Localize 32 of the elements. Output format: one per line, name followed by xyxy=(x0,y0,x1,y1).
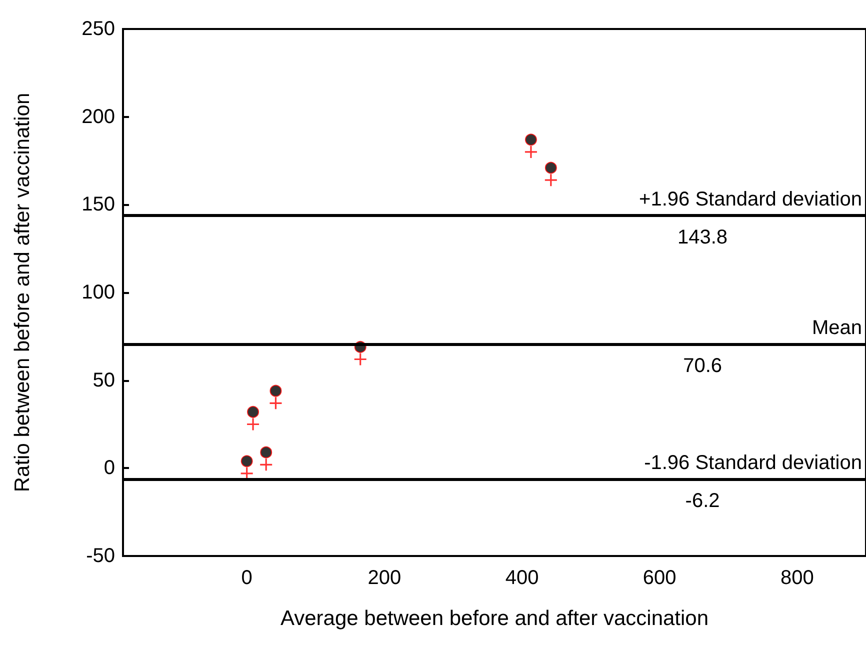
point xyxy=(270,384,282,397)
point xyxy=(247,406,260,418)
y-tick-label: 200 xyxy=(82,106,115,128)
x-tick-label: 800 xyxy=(780,567,814,589)
point xyxy=(259,458,273,472)
point xyxy=(544,162,557,174)
point xyxy=(260,446,272,458)
x-axis-title: Average between before and after vaccination xyxy=(280,607,709,630)
ref-line-label: Mean xyxy=(812,317,862,340)
y-tick-label: 250 xyxy=(82,18,115,40)
point xyxy=(524,134,537,146)
point xyxy=(354,352,368,366)
point xyxy=(544,173,558,187)
ref-line-label: +1.96 Standard deviation xyxy=(639,188,862,211)
x-tick-label: 200 xyxy=(368,567,402,589)
point xyxy=(268,396,283,410)
point xyxy=(240,455,253,468)
annotation: -6.2 xyxy=(685,490,720,512)
y-tick-label: 150 xyxy=(82,194,115,216)
ref-line-label: -1.96 Standard deviation xyxy=(644,452,862,474)
annotation: 70.6 xyxy=(683,355,722,378)
y-axis-title: Ratio between before and after vaccination xyxy=(11,92,34,492)
point xyxy=(246,417,260,432)
y-tick-label: -50 xyxy=(86,545,115,567)
x-tick-label: 400 xyxy=(505,567,539,589)
x-tick-label: 0 xyxy=(241,567,252,589)
annotation: 143.8 xyxy=(678,226,728,249)
y-tick-label: 100 xyxy=(82,282,115,304)
y-tick-label: 50 xyxy=(92,369,115,392)
point xyxy=(524,145,538,159)
x-tick-label: 600 xyxy=(642,567,676,589)
y-tick-label: 0 xyxy=(104,457,115,480)
